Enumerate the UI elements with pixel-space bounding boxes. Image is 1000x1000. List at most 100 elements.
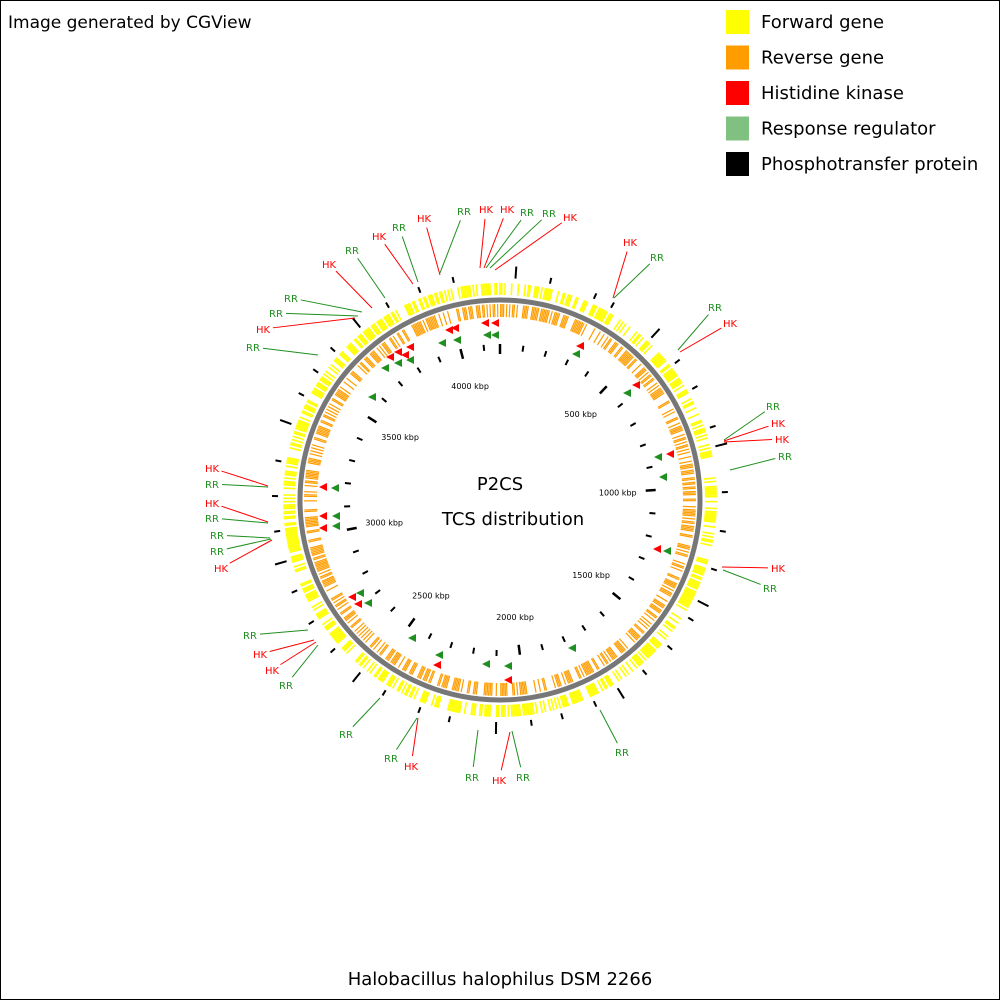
forward-gene (438, 291, 444, 304)
reverse-gene (416, 322, 424, 335)
forward-gene (420, 690, 427, 703)
forward-gene (435, 292, 441, 305)
reverse-gene (580, 663, 588, 676)
reverse-gene (578, 664, 585, 678)
reverse-gene (571, 319, 578, 332)
reverse-gene (572, 320, 580, 333)
forward-gene (450, 288, 455, 301)
forward-gene (283, 516, 296, 520)
reverse-gene (333, 595, 345, 604)
forward-gene (316, 383, 328, 391)
forward-gene (694, 564, 707, 570)
reverse-gene (310, 450, 324, 455)
forward-gene (606, 674, 615, 686)
feature-label: RR (542, 209, 556, 220)
forward-gene (682, 592, 694, 600)
reverse-gene (422, 319, 429, 333)
forward-gene (446, 289, 452, 302)
feature-triangle (663, 547, 671, 555)
feature-label: RR (210, 547, 224, 558)
reverse-gene (679, 460, 693, 465)
reverse-gene (641, 375, 652, 385)
reverse-gene (463, 307, 467, 321)
legend: Forward gene Reverse gene Histidine kinase… (726, 10, 978, 176)
feature-triangle (364, 599, 372, 607)
forward-gene (483, 283, 487, 296)
phosphotransfer-mark (715, 442, 728, 448)
phosphotransfer-mark (351, 317, 362, 329)
reverse-gene (570, 318, 577, 332)
reverse-gene (556, 673, 562, 687)
reverse-gene (652, 391, 664, 400)
reverse-gene (308, 538, 322, 543)
forward-gene (554, 290, 560, 303)
forward-gene (419, 297, 426, 310)
feature-triangle (386, 353, 394, 361)
forward-gene (539, 700, 544, 713)
forward-gene (406, 303, 414, 315)
reverse-gene (624, 356, 634, 367)
forward-gene (677, 600, 689, 609)
reverse-gene (675, 445, 689, 451)
reverse-gene (575, 666, 582, 679)
forward-gene (649, 638, 660, 648)
reverse-gene (425, 669, 432, 682)
reverse-gene (673, 436, 686, 442)
phosphotransfer-mark (666, 644, 673, 651)
phosphotransfer-mark (417, 706, 422, 714)
forward-gene (634, 336, 645, 347)
scale-tick (561, 635, 566, 643)
forward-gene (332, 630, 343, 639)
reverse-gene (602, 337, 612, 350)
reverse-gene (323, 579, 336, 587)
forward-gene (542, 287, 547, 300)
forward-gene (320, 377, 331, 386)
reverse-gene (680, 528, 694, 532)
reverse-gene (438, 673, 444, 687)
forward-gene (335, 357, 346, 367)
forward-gene (466, 285, 471, 298)
reverse-gene (454, 677, 459, 691)
forward-gene (283, 515, 296, 518)
reverse-gene (425, 318, 432, 331)
reverse-gene (672, 559, 686, 565)
reverse-gene (320, 420, 333, 428)
forward-gene (698, 446, 711, 452)
forward-gene (319, 378, 330, 387)
reverse-gene (515, 304, 519, 318)
reverse-gene (305, 518, 319, 522)
forward-gene (390, 311, 398, 324)
forward-gene (286, 534, 299, 539)
forward-gene (667, 374, 678, 383)
forward-gene (564, 694, 570, 707)
forward-gene (559, 695, 565, 708)
forward-gene (662, 367, 673, 377)
forward-gene (642, 646, 652, 657)
scale-tick (482, 344, 486, 351)
feature-label: HK (771, 564, 786, 575)
legend-swatch (726, 10, 749, 34)
forward-gene (290, 554, 303, 560)
forward-gene (417, 298, 424, 311)
forward-gene (613, 319, 622, 330)
forward-gene (692, 424, 704, 430)
forward-gene (614, 669, 623, 680)
reverse-gene (426, 317, 433, 331)
forward-gene (553, 697, 559, 710)
reverse-gene (553, 674, 560, 688)
reverse-gene (652, 600, 664, 609)
forward-gene (663, 369, 675, 378)
reverse-gene (317, 566, 330, 573)
reverse-gene (626, 358, 637, 369)
reverse-gene (511, 682, 514, 696)
forward-gene (532, 285, 537, 298)
forward-gene (283, 487, 296, 490)
forward-gene (664, 370, 676, 379)
forward-gene (313, 387, 325, 395)
reverse-gene (308, 457, 322, 462)
forward-gene (579, 299, 586, 312)
reverse-gene (322, 576, 335, 584)
phosphotransfer-mark (710, 567, 718, 572)
reverse-gene (344, 611, 356, 621)
reverse-gene (661, 584, 674, 592)
